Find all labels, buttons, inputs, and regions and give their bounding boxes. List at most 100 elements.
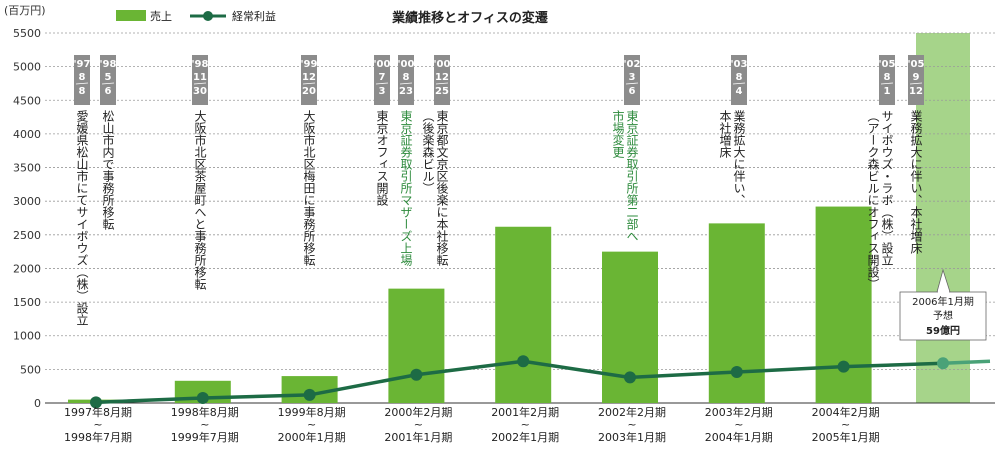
event-date-day: 25 [435,86,449,97]
x-category-tilde: ~ [841,418,850,431]
event-date-year: '99 [301,59,318,70]
event-date-month: 12 [302,72,316,83]
event-text: 東京証券取引所マザーズ上場 [399,110,413,267]
event-date-sep [399,82,413,85]
x-category-label-end: 2000年1月期 [278,430,346,444]
callout-pointer [936,268,951,293]
event-date-sep [101,82,115,85]
y-tick-label: 500 [20,363,41,376]
event-text-secondary: （アーク森ビルにオフィス開設） [866,110,880,290]
event-date-year: '02 [624,59,641,70]
y-tick-label: 3000 [13,195,41,208]
event-date-month: 3 [629,72,636,83]
x-category-label: 2001年2月期 [491,405,559,419]
y-tick-label: 3500 [13,162,41,175]
legend-label-sales: 売上 [150,10,172,23]
x-category-label-end: 2005年1月期 [812,430,880,444]
event-date-year: '98 [100,59,117,70]
x-category-tilde: ~ [200,418,209,431]
profit-point [624,371,636,384]
event-date-sep [625,82,639,85]
event-date-day: 23 [399,86,413,97]
event-date-day: 6 [629,86,636,97]
event-date-month: 9 [913,72,920,83]
sales-bar [388,288,445,403]
forecast-column [916,33,970,403]
x-category-label-end: 2004年1月期 [705,430,773,444]
event-date-day: 20 [302,86,316,97]
y-tick-label: 5500 [13,27,41,40]
event-date-badge [624,55,640,105]
event-text: 業務拡大に伴い、 [732,110,746,206]
event-date-month: 7 [379,72,386,83]
event-text-secondary: 本社増床 [718,110,732,158]
x-category-label-end: 1998年7月期 [64,430,132,444]
event-date-badge [192,55,208,105]
profit-forecast-point [937,357,949,370]
legend-swatch-sales [116,10,146,21]
event-date-month: 12 [435,72,449,83]
event-date-badge [100,55,116,105]
event-text: 業務拡大に伴い、本社増床 [909,110,923,254]
event-text: 大阪市北区梅田に事務所移転 [302,110,316,266]
event-date-year: '00 [434,59,451,70]
event-date-badge [374,55,390,105]
event-date-badge [74,55,90,105]
x-category-tilde: ~ [734,418,743,431]
unit-label: (百万円) [4,4,46,17]
y-tick-label: 0 [34,397,41,410]
profit-point [517,355,530,368]
event-text: 東京都文京区後楽に本社移転 [435,110,449,266]
event-date-day: 1 [884,86,891,97]
x-category-label: 2002年2月期 [598,405,666,419]
profit-point [303,388,316,401]
profit-point [410,368,423,381]
event-date-day: 6 [105,86,112,97]
callout-period: 2006年1月期 [912,295,974,308]
x-category-label: 1999年8月期 [278,405,346,419]
sales-bar [815,206,872,403]
event-date-sep [880,82,894,85]
event-date-badge [301,55,317,105]
event-text: 東京証券取引所第二部へ [625,110,639,242]
event-date-badge [398,55,414,105]
event-date-day: 30 [193,86,207,97]
event-date-sep [435,82,449,85]
event-date-month: 8 [884,72,891,83]
x-category-tilde: ~ [521,418,530,431]
x-category-tilde: ~ [93,418,102,431]
y-tick-label: 2000 [13,262,41,275]
event-text: 大阪市北区茶屋町へと事務所移転 [193,110,207,290]
chart-title: 業績推移とオフィスの変遷 [391,10,548,26]
y-tick-label: 1000 [13,330,41,343]
event-date-month: 8 [736,72,743,83]
event-date-year: '98 [192,59,209,70]
event-date-month: 5 [105,72,112,83]
y-tick-label: 4000 [13,128,41,141]
x-category-label: 2003年2月期 [705,405,773,419]
event-text-secondary: 市場変更 [611,109,625,158]
callout-value: 59億円 [926,324,960,337]
event-date-sep [75,82,89,85]
event-date-month: 11 [193,72,207,83]
event-date-badge [908,55,924,105]
x-category-label-end: 2003年1月期 [598,430,666,444]
event-date-day: 3 [379,86,386,97]
x-category-tilde: ~ [307,418,316,431]
legend-marker-profit [203,11,213,21]
profit-point [90,396,102,409]
forecast-callout [899,291,987,341]
event-text: 松山市内で事務所移転 [101,110,115,230]
event-text: サイボウズ・ラボ（株）設立 [880,110,894,266]
event-date-year: '05 [908,59,925,70]
y-tick-label: 4500 [13,94,41,107]
y-tick-label: 2500 [13,229,41,242]
x-category-tilde: ~ [414,418,423,431]
sales-bar [495,226,552,403]
event-date-year: '00 [374,59,391,70]
event-date-badge [434,55,450,105]
event-text: 愛媛県松山市にてサイボウズ（株）設立 [75,110,89,326]
event-text-secondary: （後楽森ビル） [421,110,435,194]
event-date-sep [193,82,207,85]
profit-forecast-line [942,359,991,366]
